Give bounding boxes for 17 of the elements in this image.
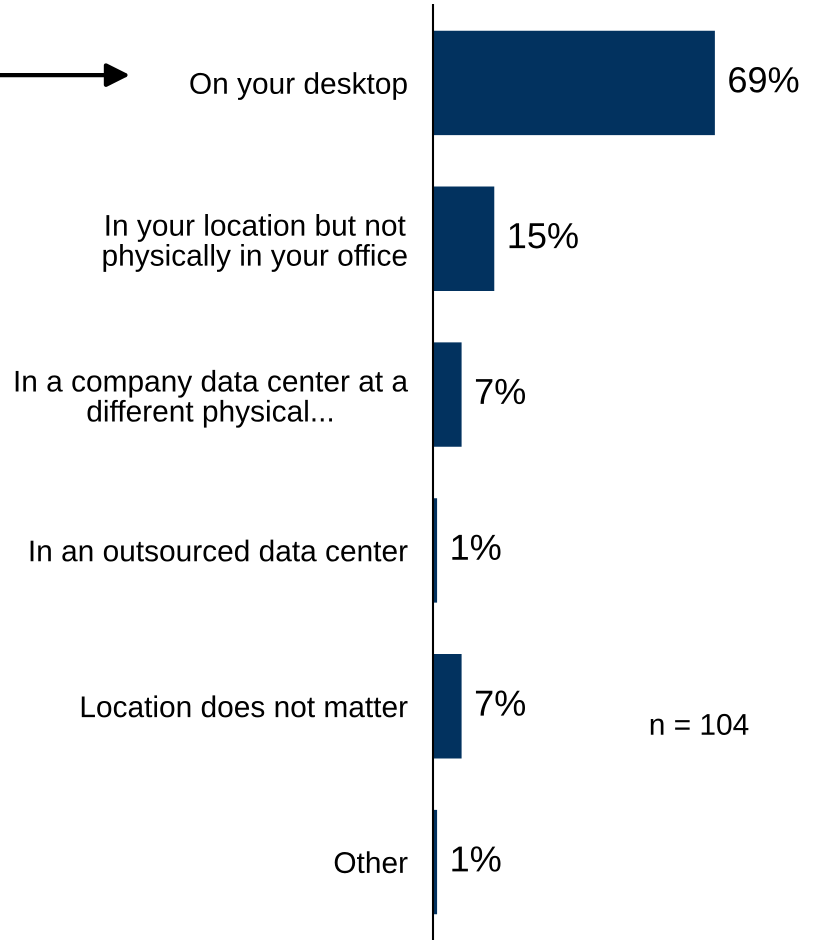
- y-tick-label: In a company data center at a different physical...: [16, 370, 408, 428]
- y-tick-label: In an outsourced data center: [30, 540, 408, 562]
- y-tick-label: Location does not matter: [82, 695, 408, 718]
- bar: [433, 342, 462, 447]
- data-label: 1%: [452, 534, 500, 560]
- bar: [433, 654, 462, 758]
- data-label: 1%: [452, 846, 500, 872]
- data-label: 15%: [510, 223, 578, 248]
- data-label: 69%: [729, 67, 798, 93]
- annotation: n = 104: [650, 714, 748, 736]
- data-label: 7%: [476, 690, 526, 716]
- y-tick-label: In your location but not physically in your office: [103, 214, 407, 272]
- bar: [433, 186, 494, 291]
- y-tick-label: Other: [334, 851, 408, 874]
- data-label: 7%: [476, 378, 526, 404]
- bar: [433, 30, 715, 136]
- y-tick-label: On your desktop: [190, 72, 407, 100]
